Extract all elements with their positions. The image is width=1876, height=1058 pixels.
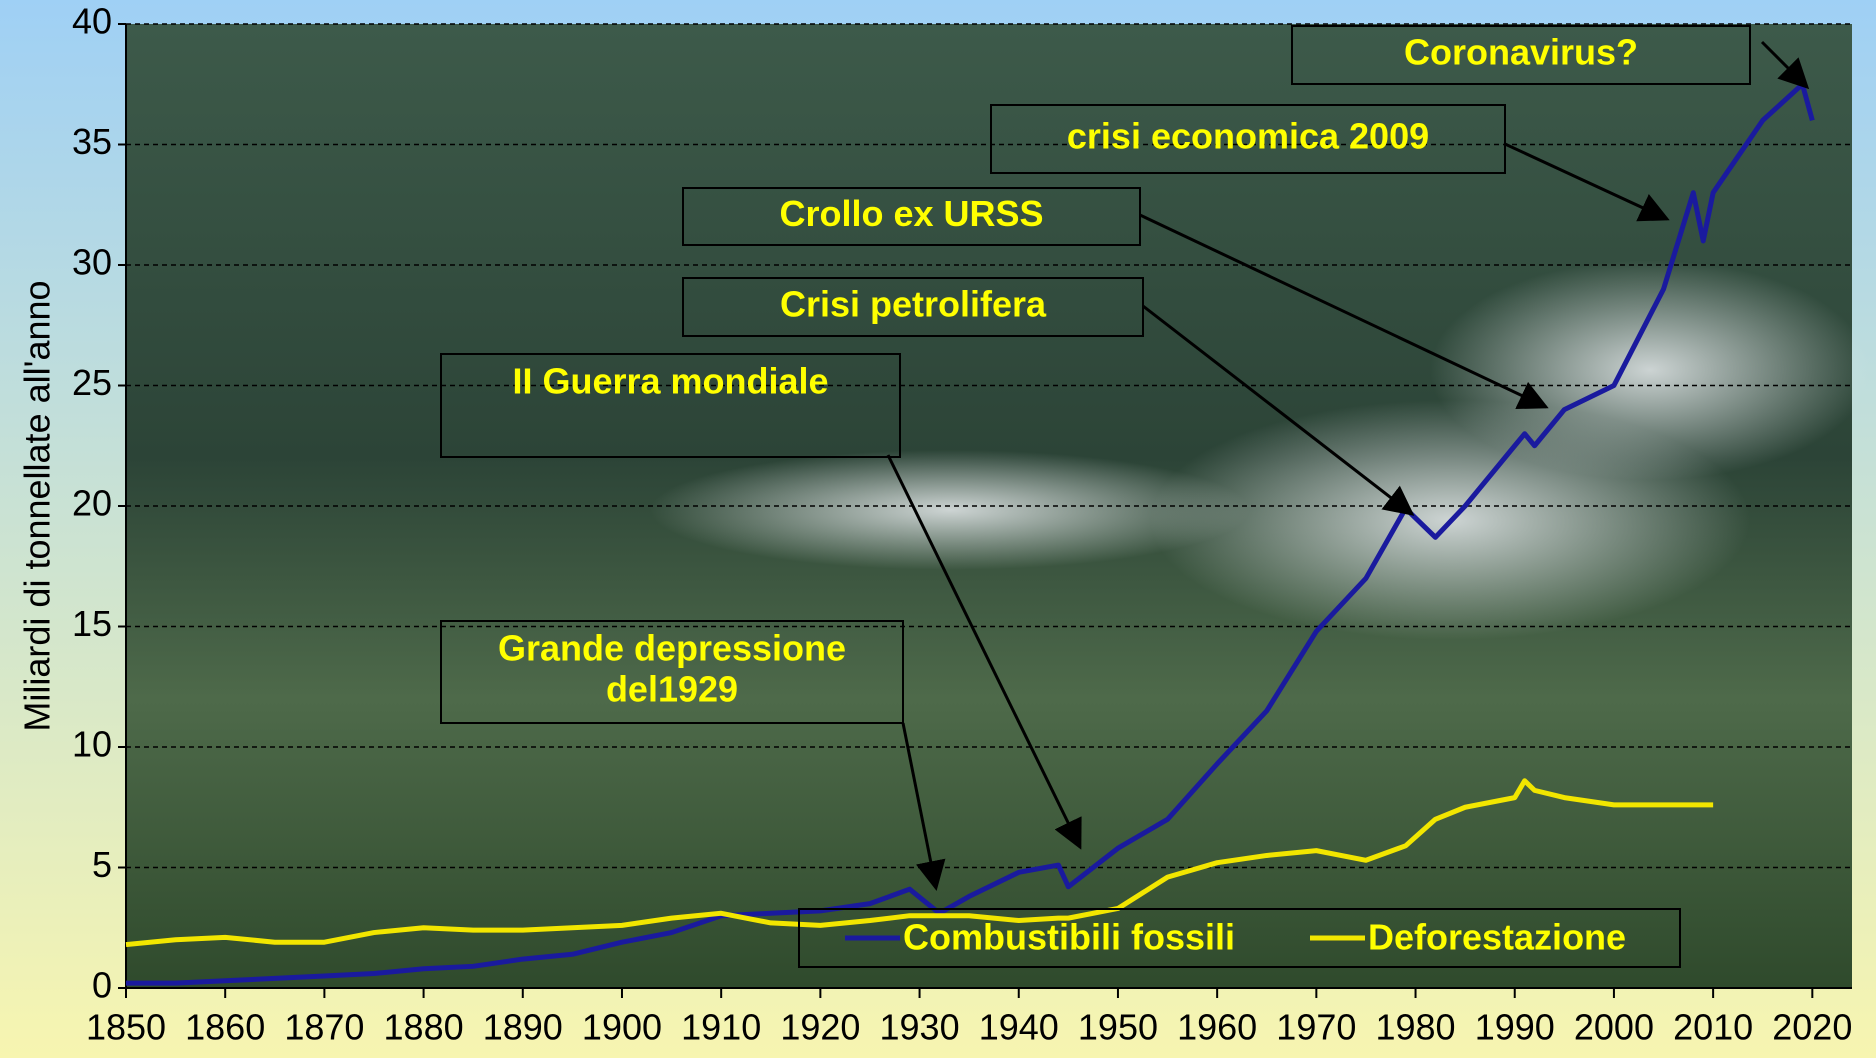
annotation-arrow xyxy=(1142,304,1415,516)
annotation-text: crisi economica 2009 xyxy=(1067,116,1429,157)
x-tick-label: 2010 xyxy=(1673,1007,1753,1048)
series-line xyxy=(126,81,1815,986)
x-tick-label: 2000 xyxy=(1574,1007,1654,1048)
annotation-arrow xyxy=(886,454,1082,850)
series-line xyxy=(125,778,1714,948)
x-tick-label: 1970 xyxy=(1276,1007,1356,1048)
x-tick-label: 1890 xyxy=(483,1007,563,1048)
legend-label: Deforestazione xyxy=(1368,917,1626,958)
x-tick-label: 1980 xyxy=(1375,1007,1455,1048)
y-tick-label: 20 xyxy=(72,483,112,524)
annotation-box xyxy=(440,353,901,458)
annotation-text: Crisi petrolifera xyxy=(780,284,1047,325)
smoke xyxy=(650,450,1250,570)
annotation-text: II Guerra mondiale xyxy=(512,361,828,402)
y-tick-label: 15 xyxy=(72,603,112,644)
annotation-arrow xyxy=(1504,142,1670,222)
annotation-text: Grande depressione xyxy=(498,628,846,669)
x-tick-label: 1900 xyxy=(582,1007,662,1048)
x-tick-label: 1860 xyxy=(185,1007,265,1048)
annotation-arrow xyxy=(1760,40,1810,90)
x-tick-label: 1910 xyxy=(681,1007,761,1048)
y-axis-label: Miliardi di tonnellate all'anno xyxy=(17,280,58,731)
x-tick-label: 1940 xyxy=(979,1007,1059,1048)
y-tick-label: 5 xyxy=(92,844,112,885)
annotation-text: del1929 xyxy=(606,669,738,710)
x-tick-label: 1960 xyxy=(1177,1007,1257,1048)
annotation-box xyxy=(1291,25,1751,85)
annotation-arrow xyxy=(1139,213,1549,410)
x-tick-label: 1930 xyxy=(880,1007,960,1048)
y-tick-label: 35 xyxy=(72,121,112,162)
annotation-box xyxy=(990,104,1506,174)
x-tick-label: 1950 xyxy=(1078,1007,1158,1048)
x-tick-label: 1880 xyxy=(384,1007,464,1048)
x-tick-label: 1870 xyxy=(284,1007,364,1048)
annotation-arrow xyxy=(901,722,946,891)
y-tick-label: 30 xyxy=(72,242,112,283)
x-tick-label: 1850 xyxy=(86,1007,166,1048)
annotation-text: Crollo ex URSS xyxy=(779,193,1043,234)
x-tick-label: 1990 xyxy=(1475,1007,1555,1048)
x-tick-label: 1920 xyxy=(780,1007,860,1048)
annotation-box xyxy=(440,620,904,724)
legend-box xyxy=(798,908,1681,968)
smoke xyxy=(1430,260,1870,480)
y-tick-label: 10 xyxy=(72,724,112,765)
legend-label: Combustibili fossili xyxy=(903,917,1235,958)
y-tick-label: 25 xyxy=(72,362,112,403)
annotation-text: Coronavirus? xyxy=(1404,32,1638,73)
y-tick-label: 40 xyxy=(72,1,112,42)
x-tick-label: 2020 xyxy=(1772,1007,1852,1048)
y-tick-label: 0 xyxy=(92,965,112,1006)
